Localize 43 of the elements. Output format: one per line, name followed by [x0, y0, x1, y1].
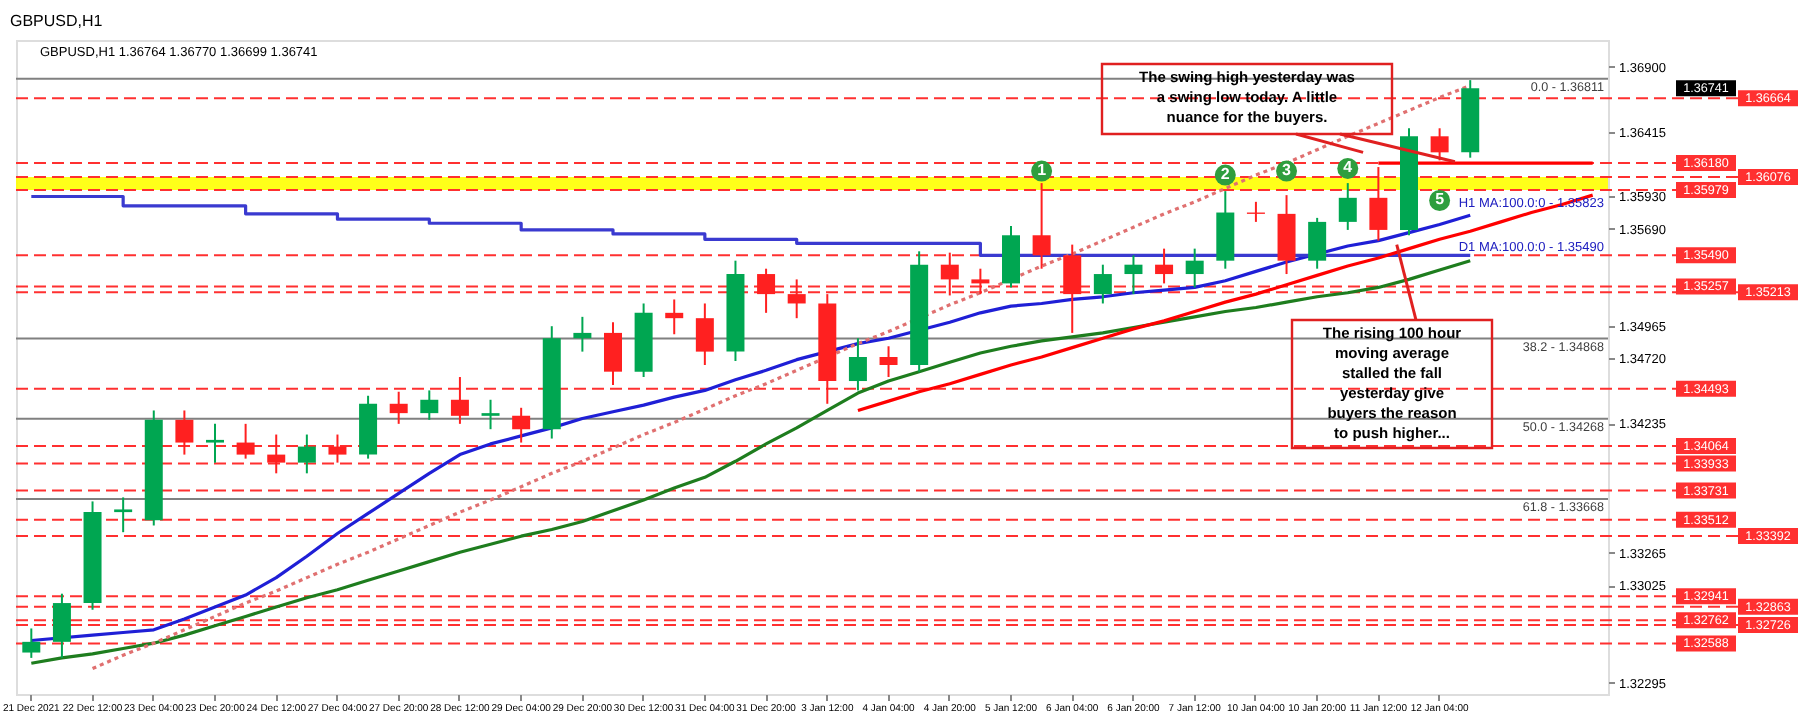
- candlestick: [1155, 247, 1174, 285]
- candlestick: [481, 398, 500, 431]
- candlestick: [757, 267, 776, 314]
- candlestick: [940, 251, 959, 297]
- candlestick: [175, 409, 194, 456]
- candlestick: [420, 389, 439, 421]
- candlestick: [450, 376, 469, 425]
- annotation: 5: [1435, 190, 1446, 209]
- candlestick: [971, 267, 990, 296]
- candlestick: [1277, 194, 1296, 276]
- candlestick: [114, 496, 133, 534]
- candlestick: [1430, 127, 1449, 162]
- candlestick: [236, 422, 255, 460]
- candlestick: [52, 592, 71, 659]
- candlestick: [1032, 182, 1051, 270]
- candlestick: [695, 302, 714, 366]
- line-series: [29, 259, 1472, 665]
- candlestick: [1093, 263, 1112, 305]
- candlestick: [879, 345, 898, 379]
- candlestick: [604, 321, 622, 387]
- candlestick: [1338, 182, 1357, 231]
- candlestick: [1369, 166, 1388, 242]
- candlestick: [1063, 243, 1082, 334]
- candlestick: [665, 298, 684, 336]
- candlestick: [573, 315, 592, 353]
- annotation: 4: [1343, 158, 1354, 177]
- candlestick: [328, 433, 347, 464]
- chart-title: GBPUSD,H1: [9, 12, 104, 30]
- candlestick: [1124, 254, 1143, 296]
- candlestick: [267, 433, 286, 475]
- line-series: [90, 83, 1472, 671]
- candlestick: [787, 278, 806, 320]
- candlestick: [297, 433, 316, 475]
- candlestick: [1185, 247, 1204, 289]
- candlestick: [389, 390, 408, 425]
- candlestick: [1308, 216, 1327, 270]
- annotation: 3: [1282, 161, 1293, 180]
- candlestick: [22, 627, 41, 659]
- candlestick: [512, 406, 531, 444]
- candlestick: [848, 337, 867, 392]
- candlestick: [206, 422, 224, 464]
- annotation: 1: [1037, 161, 1048, 180]
- annotation: 2: [1220, 165, 1231, 184]
